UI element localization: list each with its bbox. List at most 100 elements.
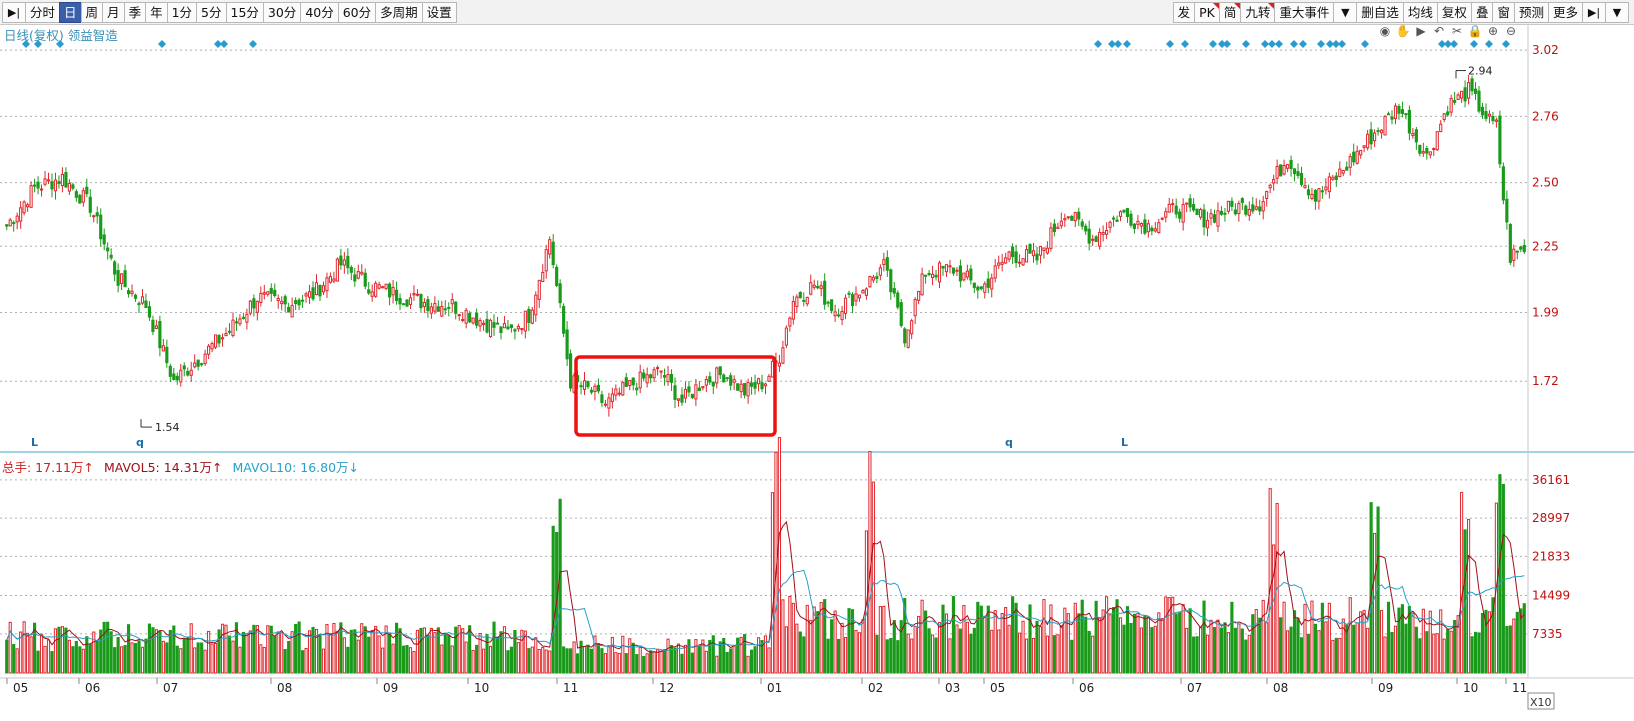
candle-body [429, 306, 433, 314]
candle-body [669, 373, 674, 383]
period-tab-7[interactable]: 5分 [196, 2, 227, 23]
volume-bar [1411, 612, 1415, 674]
candle-body [555, 266, 559, 286]
candle-body [85, 186, 89, 195]
candle-body [826, 301, 830, 304]
volume-bar [917, 615, 921, 674]
candle-body [186, 370, 190, 376]
volume-bar [1004, 607, 1008, 674]
function-button-2[interactable]: 简 [1218, 2, 1242, 23]
hand-icon[interactable]: ✋ [1395, 24, 1411, 38]
eye-icon[interactable]: ◉ [1379, 24, 1391, 38]
candle-body [871, 276, 875, 281]
period-tab-13[interactable]: 设置 [421, 2, 457, 23]
period-tab-6[interactable]: 1分 [166, 2, 198, 23]
lock-icon[interactable]: 🔒 [1467, 24, 1483, 38]
function-button-8[interactable]: 叠 [1470, 2, 1494, 23]
candle-body [255, 300, 259, 313]
volume-bar [1216, 619, 1220, 674]
period-tab-3[interactable]: 月 [102, 2, 125, 23]
volume-bar [1052, 635, 1056, 674]
volume-bar [64, 627, 68, 674]
volume-bar [753, 646, 757, 674]
menu-arrow-icon[interactable]: ▼ [1605, 2, 1629, 23]
panel-toggle-icon[interactable]: ▶| [2, 2, 26, 23]
function-button-5[interactable]: 删自选 [1356, 2, 1404, 23]
volume-bar [673, 647, 677, 674]
volume-bar [1373, 532, 1377, 674]
candle-body [1244, 205, 1248, 215]
volume-bar [311, 626, 315, 674]
candle-body [415, 293, 420, 296]
candle-body [805, 296, 809, 305]
period-tab-12[interactable]: 多周期 [375, 2, 423, 23]
candle-body [1435, 131, 1439, 151]
function-button-9[interactable]: 窗 [1492, 2, 1515, 23]
function-button-4[interactable]: 重大事件 [1274, 2, 1335, 23]
function-button-6[interactable]: 均线 [1402, 2, 1438, 23]
candle-body [1404, 113, 1408, 116]
volume-bar [506, 650, 510, 674]
period-tab-0[interactable]: 分时 [25, 2, 61, 23]
volume-bar [565, 648, 569, 674]
scissors-icon[interactable]: ✂ [1451, 24, 1463, 38]
volume-bar [1439, 609, 1443, 674]
signal-diamond [220, 40, 228, 48]
volume-bar [1219, 627, 1224, 674]
candle-body [1484, 111, 1488, 119]
function-button-1[interactable]: PK [1194, 2, 1220, 23]
period-tab-8[interactable]: 15分 [225, 2, 264, 23]
candle-body [50, 181, 54, 190]
dropdown-icon[interactable]: ▼ [1333, 2, 1358, 23]
volume-bar [934, 637, 938, 674]
candle-body [36, 181, 40, 189]
play-icon[interactable]: ▶ [1416, 24, 1426, 38]
volume-bar [57, 626, 61, 674]
function-button-7[interactable]: 复权 [1436, 2, 1472, 23]
volume-bar [1011, 596, 1015, 674]
function-button-0[interactable]: 发 [1172, 2, 1196, 23]
candle-body [582, 380, 587, 390]
candle-body [154, 325, 158, 329]
volume-bar [137, 640, 141, 674]
candle-body [1299, 172, 1304, 185]
candle-body [1185, 202, 1189, 205]
expand-icon[interactable]: ▶| [1582, 2, 1606, 23]
zoom-in-icon[interactable]: ⊕ [1487, 24, 1499, 38]
candle-body [607, 397, 611, 409]
volume-bar [1021, 620, 1025, 674]
volume-tick-label: 28997 [1532, 511, 1570, 525]
period-tab-9[interactable]: 30分 [262, 2, 302, 23]
period-tab-2[interactable]: 周 [80, 2, 104, 23]
candle-body [60, 173, 65, 187]
candle-body [753, 382, 757, 389]
candle-body [997, 262, 1001, 266]
volume-bar [861, 619, 865, 674]
function-button-3[interactable]: 九转 [1240, 2, 1276, 23]
volume-bar [530, 646, 534, 674]
period-tab-11[interactable]: 60分 [337, 2, 377, 23]
candle-body [1460, 90, 1464, 99]
candle-body [1251, 204, 1255, 212]
period-tab-5[interactable]: 年 [145, 2, 168, 23]
volume-bar [203, 649, 207, 674]
undo-icon[interactable]: ↶ [1433, 24, 1445, 38]
period-tab-10[interactable]: 40分 [300, 2, 339, 23]
period-tab-1[interactable]: 日 [59, 2, 82, 23]
candle-body [46, 179, 51, 182]
month-label: 01 [767, 681, 782, 695]
function-button-10[interactable]: 预测 [1513, 2, 1549, 23]
period-tab-4[interactable]: 季 [123, 2, 147, 23]
function-button-11[interactable]: 更多 [1547, 2, 1583, 23]
volume-bar [1334, 637, 1338, 674]
volume-bar [325, 624, 329, 674]
candle-body [356, 271, 360, 279]
volume-bar [1292, 610, 1297, 674]
month-label: 05 [990, 681, 1005, 695]
volume-bar [701, 639, 705, 674]
zoom-out-icon[interactable]: ⊖ [1505, 24, 1517, 38]
candle-body [889, 269, 893, 293]
volume-bar [321, 648, 326, 674]
month-label: 06 [85, 681, 100, 695]
